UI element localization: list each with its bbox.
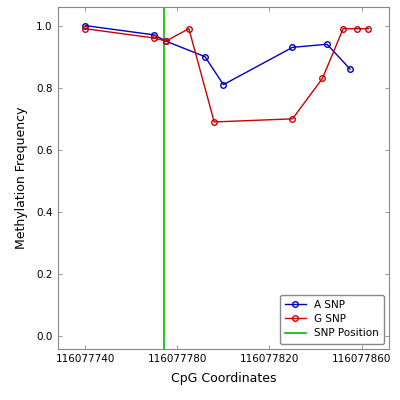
Y-axis label: Methylation Frequency: Methylation Frequency [15, 107, 28, 249]
Legend: A SNP, G SNP, SNP Position: A SNP, G SNP, SNP Position [280, 295, 384, 344]
X-axis label: CpG Coordinates: CpG Coordinates [171, 372, 276, 385]
